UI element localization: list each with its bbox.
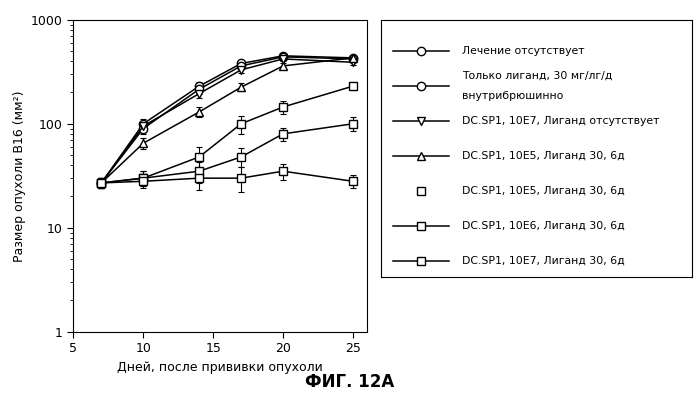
X-axis label: Дней, после прививки опухоли: Дней, после прививки опухоли <box>117 361 323 374</box>
Y-axis label: Размер опухоли В16 (мм²): Размер опухоли В16 (мм²) <box>13 90 26 261</box>
Text: DC.SP1, 10E5, Лиганд 30, 6д: DC.SP1, 10E5, Лиганд 30, 6д <box>462 151 625 161</box>
Text: DC.SP1, 10E7, Лиганд отсутствует: DC.SP1, 10E7, Лиганд отсутствует <box>462 116 659 126</box>
Text: DC.SP1, 10E6, Лиганд 30, 6д: DC.SP1, 10E6, Лиганд 30, 6д <box>462 221 625 231</box>
Text: DC.SP1, 10E5, Лиганд 30, 6д: DC.SP1, 10E5, Лиганд 30, 6д <box>462 186 625 196</box>
Text: Только лиганд, 30 мг/лг/д: Только лиганд, 30 мг/лг/д <box>462 70 612 80</box>
Text: DC.SP1, 10E7, Лиганд 30, 6д: DC.SP1, 10E7, Лиганд 30, 6д <box>462 256 625 266</box>
Text: Лечение отсутствует: Лечение отсутствует <box>462 45 584 56</box>
Text: внутрибрюшинно: внутрибрюшинно <box>462 91 563 101</box>
Text: ФИГ. 12А: ФИГ. 12А <box>305 373 394 391</box>
